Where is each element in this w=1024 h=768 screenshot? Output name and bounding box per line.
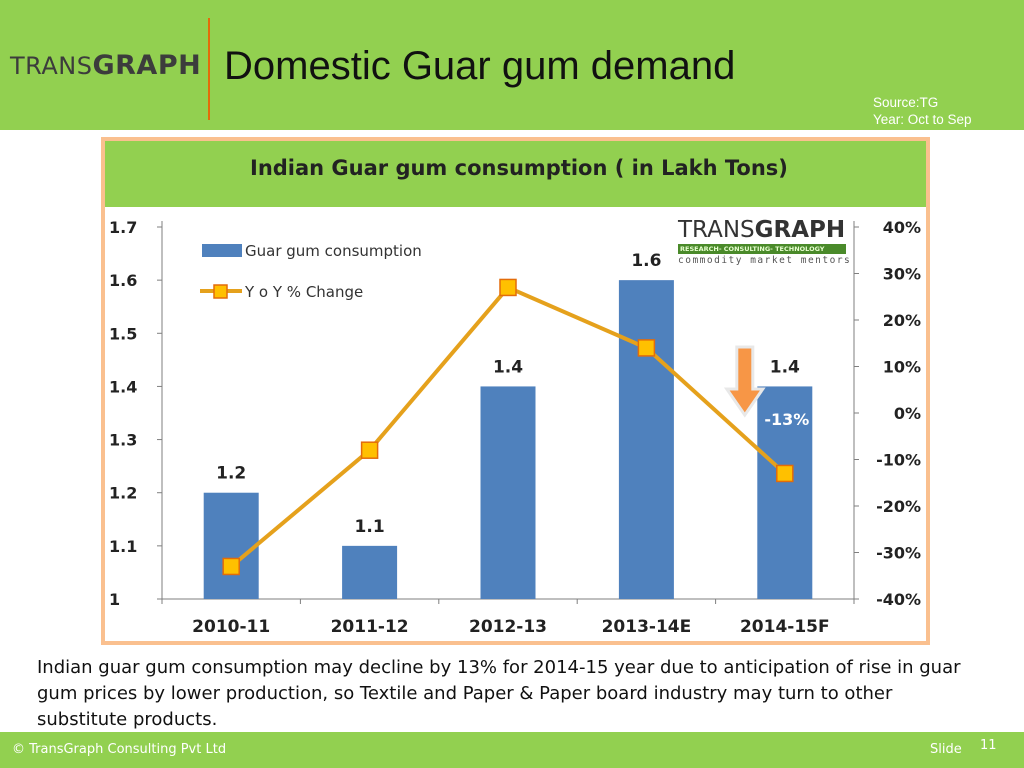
legend-label-line: Y o Y % Change <box>244 283 363 301</box>
right-tick-label: -20% <box>876 497 921 516</box>
copyright-text: © TransGraph Consulting Pvt Ltd <box>12 742 227 757</box>
right-tick-label: 0% <box>894 404 921 423</box>
left-tick-label: 1.2 <box>109 484 137 503</box>
transgraph-logo: TRANSGRAPH <box>10 50 201 81</box>
chart-logo-bold: GRAPH <box>754 217 846 243</box>
logo-divider <box>208 18 210 120</box>
x-tick-label: 2011-12 <box>331 617 409 637</box>
footer: © TransGraph Consulting Pvt Ltd Slide 11 <box>0 732 1024 768</box>
right-tick-label: 40% <box>883 218 921 237</box>
caption-text: Indian guar gum consumption may decline … <box>37 657 961 730</box>
bar <box>480 386 536 599</box>
chart-title: Indian Guar gum consumption ( in Lakh To… <box>250 156 788 180</box>
header-band: TRANSGRAPH Domestic Guar gum demand Sour… <box>0 0 1024 130</box>
chart-frame: Indian Guar gum consumption ( in Lakh To… <box>101 137 930 645</box>
source-line: Source:TG <box>873 95 939 110</box>
right-tick-label: 30% <box>883 265 921 284</box>
bar-data-label: 1.2 <box>216 464 246 484</box>
x-tick-label: 2012-13 <box>469 617 547 637</box>
left-tick-label: 1.1 <box>109 537 137 556</box>
left-tick-label: 1.7 <box>109 218 137 237</box>
right-tick-label: -30% <box>876 544 921 563</box>
chart-logo-light: TRANS <box>678 217 755 243</box>
right-tick-label: 10% <box>883 358 921 377</box>
left-tick-label: 1.5 <box>109 324 137 343</box>
year-line: Year: Oct to Sep <box>873 112 972 127</box>
yoy-point-marker <box>222 557 240 576</box>
chart-logo-tagline: RESEARCH- CONSULTING- TECHNOLOGY <box>678 244 846 254</box>
x-tick-label: 2013-14E <box>602 617 692 637</box>
source-note: Source:TG Year: Oct to Sep <box>873 94 972 128</box>
bar-data-label: 1.1 <box>355 517 385 537</box>
down-arrow-icon <box>723 345 766 418</box>
slide-label: Slide <box>930 742 962 757</box>
yoy-point-marker <box>499 278 517 297</box>
logo-text-bold: GRAPH <box>92 50 202 81</box>
yoy-point-marker <box>776 464 794 483</box>
right-tick-label: -40% <box>876 590 921 609</box>
chart-plot: 1 1.1 1.2 1.3 1.4 1.5 1.6 1.7 -40% -30% -20% -10% 0%… <box>109 218 921 637</box>
legend-label-bar: Guar gum consumption <box>245 242 422 260</box>
bar <box>757 386 813 599</box>
chart-logo-motto: commodity market mentors <box>678 255 852 266</box>
bar <box>203 492 259 599</box>
yoy-point-marker <box>360 441 379 459</box>
right-tick-label: 20% <box>883 311 921 330</box>
chart-logo-name: TRANSGRAPH <box>678 217 853 243</box>
left-tick-label: 1.3 <box>109 431 137 450</box>
bar <box>618 280 674 599</box>
x-tick-label: 2014-15F <box>740 617 830 637</box>
left-tick-label: 1.6 <box>109 271 137 290</box>
bar-data-label: 1.4 <box>770 357 800 377</box>
annotation-label: -13% <box>764 410 809 429</box>
bar-data-label: 1.4 <box>493 357 523 377</box>
chart-logo: TRANSGRAPH RESEARCH- CONSULTING- TECHNOL… <box>678 217 853 267</box>
right-tick-label: -10% <box>876 451 921 470</box>
x-tick-label: 2010-11 <box>192 617 270 637</box>
slide-number: 11 <box>980 738 997 753</box>
left-tick-label: 1.4 <box>109 377 137 396</box>
slide-title: Domestic Guar gum demand <box>224 44 736 88</box>
chart-title-band: Indian Guar gum consumption ( in Lakh To… <box>105 141 926 207</box>
legend-swatch-bar <box>202 244 242 257</box>
logo-text-light: TRANS <box>10 52 93 80</box>
bar <box>342 545 398 599</box>
bar-data-label: 1.6 <box>631 251 661 271</box>
left-tick-label: 1 <box>109 590 120 609</box>
yoy-point-marker <box>637 339 656 357</box>
legend-swatch-marker <box>213 284 228 299</box>
